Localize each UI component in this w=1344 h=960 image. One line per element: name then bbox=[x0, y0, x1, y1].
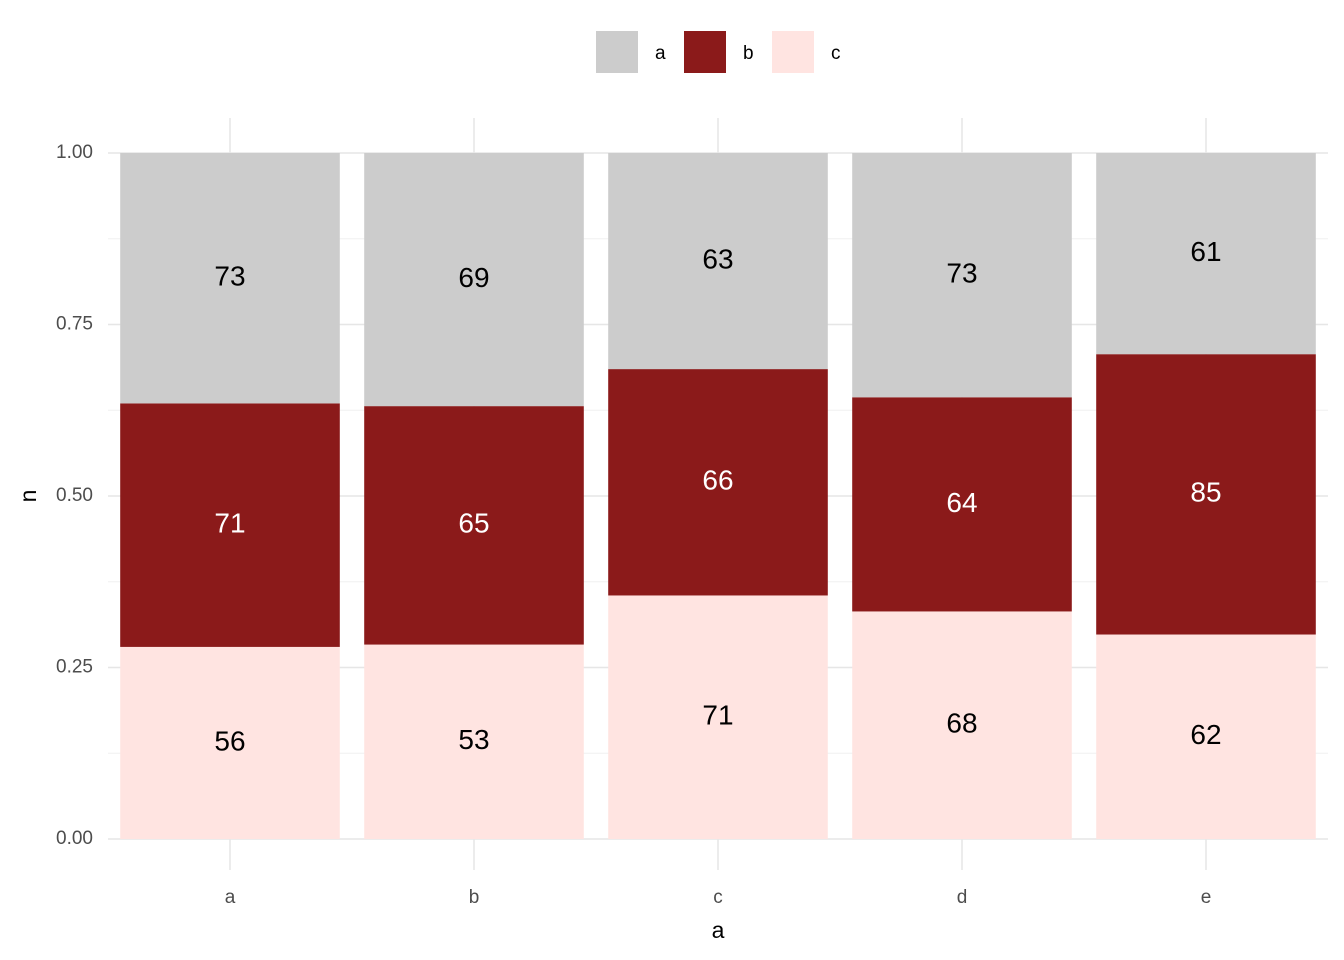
y-tick-label: 0.25 bbox=[56, 657, 93, 678]
bar-segment bbox=[120, 153, 340, 404]
value-label: 62 bbox=[1190, 719, 1221, 750]
bar-segment bbox=[1096, 634, 1316, 839]
value-label: 66 bbox=[702, 465, 733, 496]
value-label: 53 bbox=[458, 724, 489, 755]
y-tick-label: 0.75 bbox=[56, 314, 93, 335]
bar-segment bbox=[852, 397, 1072, 612]
y-axis-title: n bbox=[15, 490, 41, 503]
value-label: 68 bbox=[946, 708, 977, 739]
bar-segment bbox=[120, 646, 340, 839]
value-label: 73 bbox=[946, 258, 977, 289]
bar-segment bbox=[364, 153, 584, 407]
x-axis-title: a bbox=[712, 917, 725, 943]
bar-segment bbox=[1096, 354, 1316, 635]
bar-segment bbox=[364, 406, 584, 645]
legend-label: c bbox=[831, 43, 841, 64]
x-tick-label: b bbox=[469, 887, 480, 908]
bar-segment bbox=[1096, 153, 1316, 355]
value-label: 61 bbox=[1190, 236, 1221, 267]
value-label: 64 bbox=[946, 487, 977, 518]
y-tick-label: 0.00 bbox=[56, 828, 93, 849]
bar-segment bbox=[120, 403, 340, 647]
x-tick-label: a bbox=[225, 887, 236, 908]
value-label: 85 bbox=[1190, 477, 1221, 508]
value-label: 65 bbox=[458, 508, 489, 539]
bars: 56 71 73 53 65 69 71 66 63 68 64 73 62 85 61 bbox=[120, 153, 1316, 839]
y-tick-label: 0.50 bbox=[56, 485, 93, 506]
legend-label: a bbox=[655, 43, 666, 64]
bar-segment bbox=[852, 611, 1072, 839]
bar-segment bbox=[364, 644, 584, 839]
bar-segment bbox=[608, 369, 828, 596]
value-label: 69 bbox=[458, 262, 489, 293]
bar-segment bbox=[608, 595, 828, 839]
value-label: 71 bbox=[214, 508, 245, 539]
bar-segment bbox=[852, 153, 1072, 398]
value-label: 73 bbox=[214, 261, 245, 292]
legend-key bbox=[772, 31, 814, 73]
y-tick-label: 1.00 bbox=[56, 142, 93, 163]
x-tick-label: e bbox=[1201, 887, 1212, 908]
legend: a b c bbox=[596, 31, 841, 73]
legend-key bbox=[596, 31, 638, 73]
x-tick-label: d bbox=[957, 887, 968, 908]
legend-label: b bbox=[743, 43, 754, 64]
legend-key bbox=[684, 31, 726, 73]
x-tick-label: c bbox=[713, 887, 723, 908]
bar-segment bbox=[608, 153, 828, 370]
value-label: 63 bbox=[702, 243, 733, 274]
value-label: 56 bbox=[214, 725, 245, 756]
value-label: 71 bbox=[702, 700, 733, 731]
